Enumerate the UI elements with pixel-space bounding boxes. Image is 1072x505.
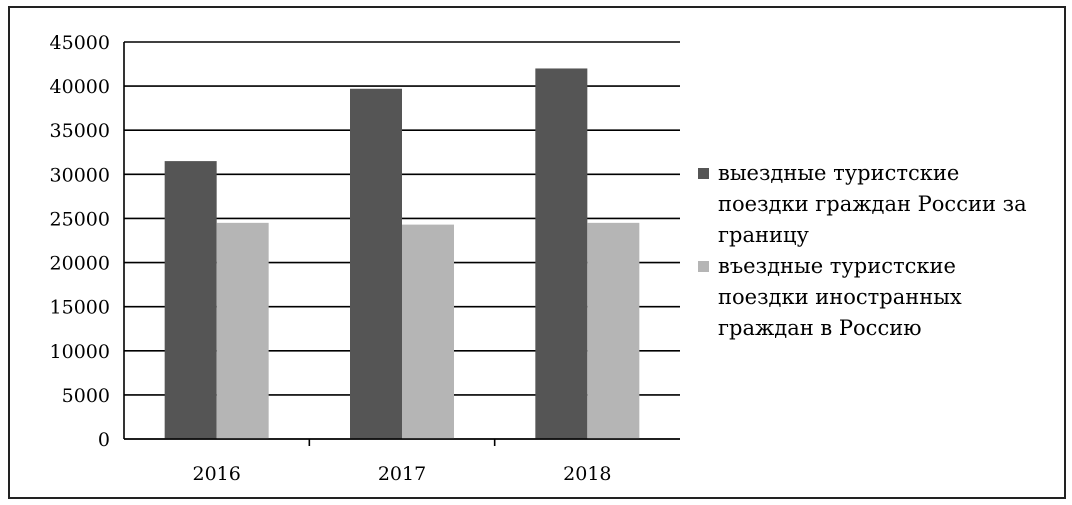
y-tick-label: 10000: [50, 341, 110, 363]
y-tick-label: 30000: [50, 164, 110, 186]
y-tick-label: 25000: [50, 208, 110, 230]
y-tick-label: 35000: [50, 120, 110, 142]
legend-swatch-series-2: [698, 261, 709, 272]
bars: [164, 68, 640, 439]
legend-label-series-1: границу: [718, 223, 809, 247]
legend: выездные туристские поездки граждан Росси…: [698, 161, 1027, 340]
y-tick-label: 5000: [62, 385, 110, 407]
legend-label-series-2: въездные туристские: [718, 254, 956, 278]
y-tick-labels: 0 5000 10000 15000 20000 25000 30000 35000 40000…: [50, 32, 110, 451]
bar-2018-series-1: [535, 68, 588, 439]
x-tick-label: 2017: [378, 463, 426, 485]
legend-label-series-2: поездки иностранных: [718, 285, 962, 309]
x-tick-label: 2016: [192, 463, 240, 485]
y-tick-label: 40000: [50, 76, 110, 98]
bar-2016-series-2: [216, 222, 269, 439]
x-tick-labels: 2016 2017 2018: [192, 463, 611, 485]
y-tick-label: 20000: [50, 253, 110, 275]
legend-swatch-series-1: [698, 168, 709, 179]
y-tick-label: 0: [98, 429, 110, 451]
legend-label-series-1: выездные туристские: [718, 161, 959, 185]
bar-2016-series-1: [164, 161, 217, 439]
bar-2017-series-2: [402, 224, 454, 439]
bar-2018-series-2: [587, 222, 640, 439]
legend-label-series-1: поездки граждан России за: [718, 192, 1027, 216]
y-tick-label: 15000: [50, 297, 110, 319]
axes: [123, 42, 680, 446]
legend-label-series-2: граждан в Россию: [718, 316, 921, 340]
bar-2017-series-1: [350, 88, 402, 439]
x-tick-label: 2018: [563, 463, 611, 485]
y-tick-label: 45000: [50, 32, 110, 54]
